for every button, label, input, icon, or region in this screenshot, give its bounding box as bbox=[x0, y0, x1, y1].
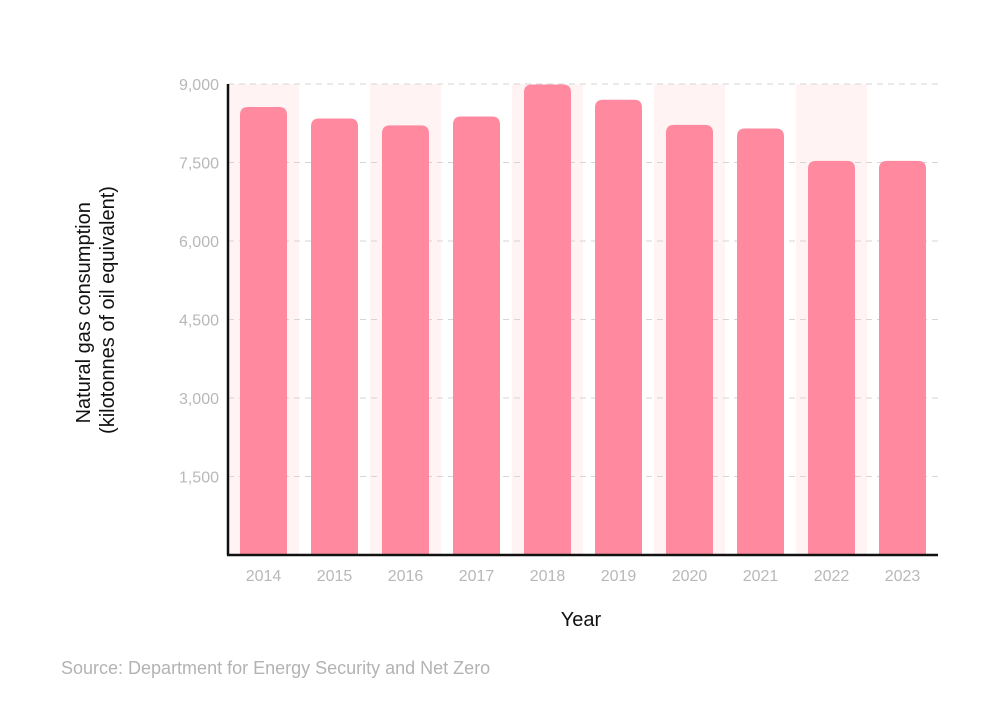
axes bbox=[226, 84, 938, 557]
y-tick-label: 1,500 bbox=[179, 470, 219, 487]
bar-2018 bbox=[524, 84, 571, 556]
x-tick-label: 2014 bbox=[246, 568, 282, 585]
x-tick-label: 2018 bbox=[530, 568, 566, 585]
y-axis-title-line-2: (kilotonnes of oil equivalent) bbox=[97, 186, 119, 434]
gridlines bbox=[228, 83, 938, 477]
x-tick-labels: 2014 2015 2016 2017 2018 2019 2020 2021 2022 2023 bbox=[246, 568, 921, 585]
x-tick-label: 2019 bbox=[601, 568, 637, 585]
bar-2017 bbox=[453, 116, 500, 556]
bars bbox=[240, 84, 926, 556]
x-tick-label: 2016 bbox=[388, 568, 424, 585]
y-tick-label: 7,500 bbox=[179, 156, 219, 173]
x-tick-label: 2017 bbox=[459, 568, 495, 585]
x-axis-title: Year bbox=[561, 609, 602, 631]
y-tick-label: 3,000 bbox=[179, 391, 219, 408]
x-tick-label: 2015 bbox=[317, 568, 353, 585]
bar-2014 bbox=[240, 107, 287, 555]
y-tick-label: 9,000 bbox=[179, 77, 219, 94]
bar-2020 bbox=[666, 124, 713, 555]
source-note: Source: Department for Energy Security a… bbox=[61, 658, 490, 678]
bar-2023 bbox=[879, 160, 926, 555]
y-tick-labels: 1,500 3,000 4,500 6,000 7,500 9,000 bbox=[179, 77, 219, 487]
x-tick-label: 2020 bbox=[672, 568, 708, 585]
y-tick-label: 6,000 bbox=[179, 234, 219, 251]
x-tick-label: 2021 bbox=[743, 568, 779, 585]
x-tick-label: 2022 bbox=[814, 568, 850, 585]
bar-2016 bbox=[382, 125, 429, 556]
bar-2019 bbox=[595, 99, 642, 555]
y-tick-label: 4,500 bbox=[179, 313, 219, 330]
y-axis-title-line-1: Natural gas consumption bbox=[73, 202, 95, 423]
x-tick-label: 2023 bbox=[885, 568, 921, 585]
bar-2021 bbox=[737, 128, 784, 555]
bar-2015 bbox=[311, 118, 358, 555]
bar-2022 bbox=[808, 160, 855, 555]
y-axis-title: Natural gas consumption (kilotonnes of o… bbox=[73, 186, 119, 434]
